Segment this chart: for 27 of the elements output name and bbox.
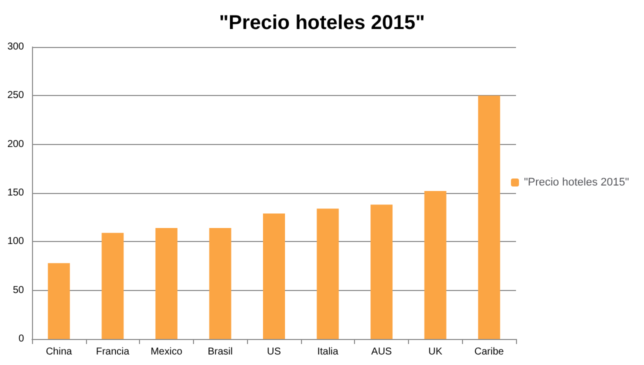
legend-label: "Precio hoteles 2015" [524,176,630,188]
bar [209,228,232,339]
x-tick-label: AUS [371,346,392,358]
x-tick-label: Brasil [208,346,233,358]
y-tick-label: 50 [12,284,24,296]
x-tick-label: Mexico [150,346,183,358]
y-tick-label: 250 [7,90,24,102]
bar [478,96,500,339]
x-tick-label: Caribe [474,346,504,358]
y-tick-label: 300 [7,42,24,52]
chart-title: "Precio hoteles 2015" [219,12,425,34]
y-tick-label: 150 [7,188,24,198]
bar [48,263,70,339]
y-tick-label: 0 [18,334,24,344]
x-tick-label: China [46,346,72,358]
bar [316,208,339,339]
bar [370,204,393,339]
y-tick-label: 100 [7,236,24,248]
x-tick-label: UK [428,346,443,358]
x-tick-label: US [267,346,282,358]
bar [155,228,178,339]
x-tick-label: Francia [96,346,130,358]
y-tick-label: 200 [7,138,24,150]
bar [102,232,124,339]
bar [424,191,446,339]
bar [263,213,285,339]
x-tick-label: Italia [317,346,339,358]
